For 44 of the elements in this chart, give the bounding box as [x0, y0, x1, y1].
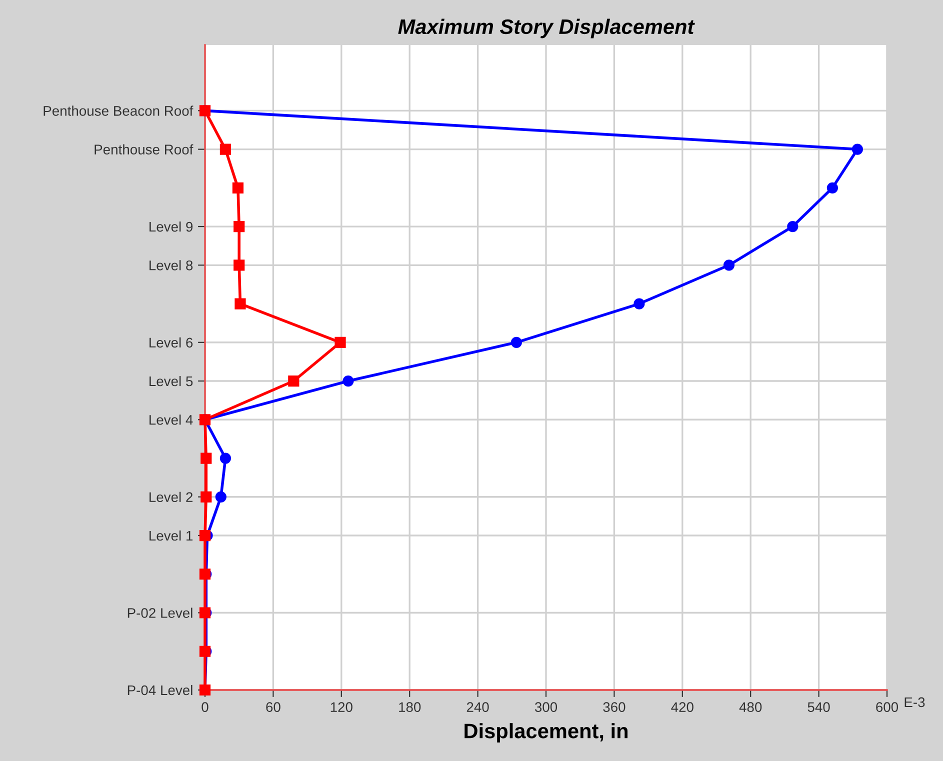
- x-tick-label: 300: [534, 702, 558, 712]
- point: [510, 336, 522, 348]
- point: [334, 336, 346, 348]
- x-tick-label: 180: [399, 702, 421, 712]
- point: [200, 491, 212, 502]
- y-tick-label: Penthouse Beacon Roof: [44, 106, 194, 116]
- x-tick-label: 360: [603, 702, 626, 712]
- point: [200, 452, 212, 464]
- y-tick-label: Level 4: [150, 414, 193, 425]
- text: E-3: [904, 697, 925, 708]
- y-tick-label: P-04 Level: [128, 684, 192, 696]
- y-tick-label: Level 8: [150, 260, 193, 270]
- point: [234, 298, 246, 310]
- x-tick-label: 60: [266, 702, 280, 712]
- chart-title: Maximum Story Displacement: [398, 18, 695, 38]
- point: [634, 298, 645, 310]
- x-tick-label: 120: [330, 702, 352, 712]
- point: [199, 530, 211, 542]
- x-tick-label: 240: [466, 702, 489, 712]
- point: [220, 452, 232, 464]
- point: [234, 220, 245, 232]
- point: [234, 260, 245, 271]
- x-tick-label: 0: [202, 702, 208, 712]
- point: [232, 182, 244, 194]
- x-tick-label: 480: [739, 702, 762, 712]
- y-tick-label: Penthouse Roof: [94, 144, 194, 154]
- point: [215, 491, 226, 502]
- point: [220, 144, 232, 155]
- point: [723, 260, 735, 271]
- y-tick-label: Level 6: [150, 337, 193, 348]
- x-tick-label: 600: [876, 702, 898, 712]
- point: [826, 182, 838, 194]
- y-tick-label: Level 9: [150, 221, 193, 232]
- y-tick-label: Level 5: [150, 376, 193, 386]
- y-tick-label: Level 2: [150, 492, 192, 502]
- y-tick-label: Level 1: [150, 530, 193, 541]
- point: [852, 144, 864, 155]
- point: [787, 220, 798, 232]
- y-tick-label: P-02 Level: [128, 608, 192, 618]
- point: [342, 375, 354, 387]
- x-tick-label: 540: [808, 702, 830, 712]
- point: [288, 375, 300, 387]
- x-tick-label: 420: [671, 702, 694, 712]
- x-axis-title: Displacement, in: [464, 723, 628, 743]
